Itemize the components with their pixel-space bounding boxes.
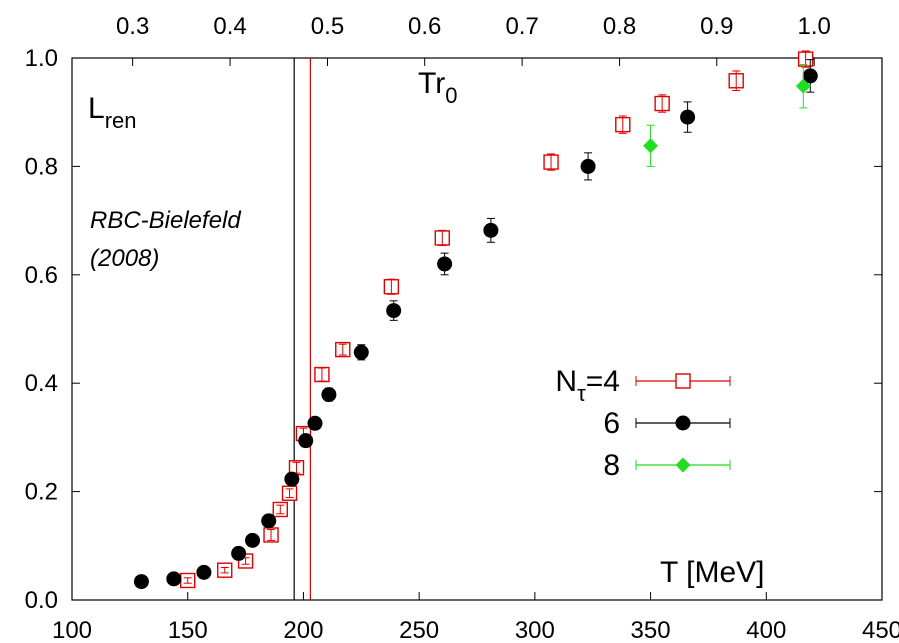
legend: Nτ=468 [555, 365, 731, 482]
x-axis-label: T [MeV] [660, 556, 764, 589]
y-tick-label: 1.0 [25, 45, 58, 72]
legend-marker [675, 457, 691, 473]
data-marks [133, 50, 818, 590]
x-tick-label: 150 [168, 617, 208, 643]
vertical-lines [293, 58, 311, 600]
top-tick-label: 0.7 [505, 13, 538, 40]
legend-label: 6 [603, 407, 620, 440]
legend-marker [675, 415, 691, 431]
top-tick-label: 0.3 [116, 13, 149, 40]
top-axis-label: Tr0 [418, 67, 457, 108]
x-tick-label: 300 [515, 617, 555, 643]
top-tick-label: 1.0 [798, 13, 831, 40]
annotation-line-2: (2008) [90, 245, 159, 272]
series-filled-circle [133, 59, 818, 590]
y-axis-label: Lren [88, 92, 136, 133]
x-tick-label: 250 [399, 617, 439, 643]
top-tick-label: 0.4 [213, 13, 246, 40]
x-tick-label: 400 [746, 617, 786, 643]
top-tick-label: 0.6 [408, 13, 441, 40]
y-tick-label: 0.0 [25, 587, 58, 614]
legend-label-sub: τ [577, 381, 586, 406]
series-open-square [180, 50, 814, 589]
y-tick-label: 0.8 [25, 153, 58, 180]
y-tick-label: 0.2 [25, 479, 58, 506]
legend-label: 8 [603, 449, 620, 482]
y-tick-label: 0.6 [25, 262, 58, 289]
top-tick-label: 0.8 [603, 13, 636, 40]
series-filled-diamond [643, 64, 811, 167]
top-tick-label: 0.9 [700, 13, 733, 40]
ticks: 100 150 200 250 300 350 400 450 0.0 0.2 0.4 0.6 0.8 1… [25, 13, 899, 643]
x-tick-label: 350 [631, 617, 671, 643]
x-tick-label: 100 [52, 617, 92, 643]
legend-marker [675, 373, 691, 389]
legend-label-n-tau: Nτ=4 [555, 365, 620, 406]
x-tick-label: 200 [283, 617, 323, 643]
plot-frame [71, 57, 883, 601]
top-tick-label: 0.5 [311, 13, 344, 40]
legend-label-main: N [555, 365, 577, 398]
y-tick-label: 0.4 [25, 370, 58, 397]
annotation-line-1: RBC-Bielefeld [90, 207, 241, 234]
x-tick-label: 450 [862, 617, 899, 643]
legend-label-rest: =4 [586, 365, 620, 398]
